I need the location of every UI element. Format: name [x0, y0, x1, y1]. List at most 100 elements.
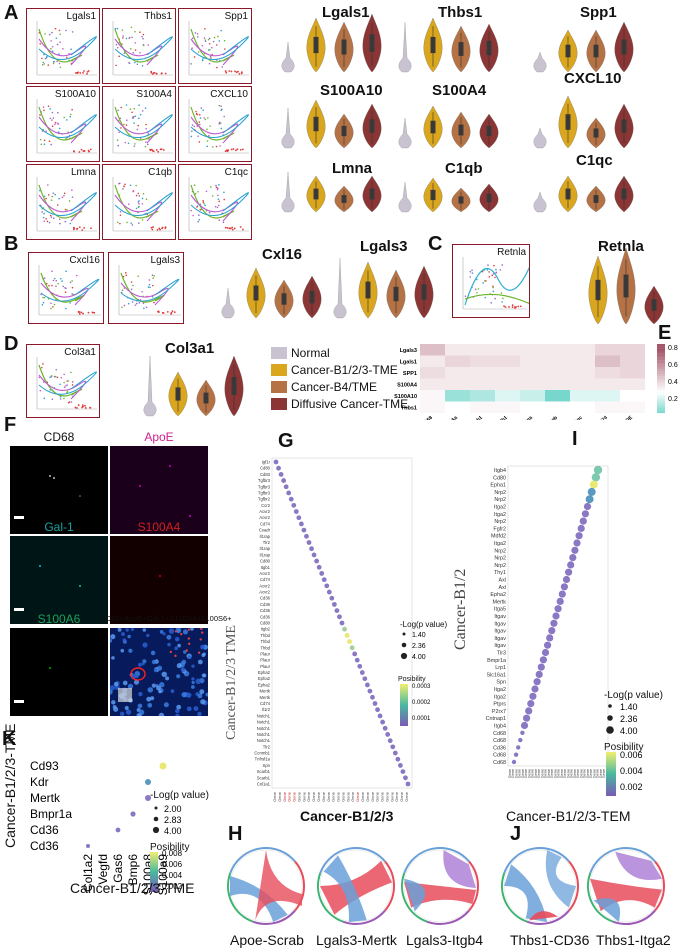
colorbar-tick: 0.2: [668, 396, 678, 403]
i-dot: [516, 745, 520, 749]
i-dot: [534, 678, 541, 685]
heatmap-cell: [495, 390, 520, 402]
k-dot: [160, 763, 167, 770]
g-dot: [370, 695, 375, 700]
g-dot: [299, 522, 304, 527]
g-size-value: 2.36: [412, 643, 426, 650]
g-row-label: Mertk: [260, 689, 271, 694]
heatmap-cell: [470, 402, 495, 414]
chord-diagram: [318, 848, 394, 924]
heatmap-col-label: H2-Aa: [444, 415, 459, 420]
panel-label-d: D: [4, 333, 18, 356]
heatmap-cell: [420, 402, 445, 414]
k-dot: [116, 828, 121, 833]
i-dot: [520, 731, 524, 735]
i-row-label: Slc16a1: [487, 672, 506, 678]
heatmap-cell: [545, 367, 570, 379]
heatmap-cell: [570, 402, 595, 414]
g-row-label: Plaur: [260, 664, 270, 669]
heatmap-col-label: APOE: [619, 415, 634, 420]
heatmap-cell: [520, 367, 545, 379]
g-row-label: Tgfbr2: [258, 497, 271, 502]
i-dot: [540, 656, 547, 663]
heatmap-cell: [470, 367, 495, 379]
legend-swatch: [271, 364, 287, 376]
heatmap-cell: [520, 356, 545, 368]
i-row-label: Itgav: [494, 614, 506, 620]
i-dot: [586, 495, 594, 503]
legend-item: Normal: [271, 346, 330, 360]
heatmap-cell: [620, 367, 645, 379]
i-row-label: Cd68: [493, 753, 506, 759]
g-row-label: Il1rap: [260, 546, 271, 551]
g-color-value: 0.0002: [412, 700, 431, 706]
i-row-label: Itgb4: [494, 468, 506, 474]
g-row-label: Scarb1: [257, 769, 271, 774]
i-row-label: Axl: [499, 585, 507, 591]
i-dot: [512, 760, 516, 764]
k-ylabel: Cancer-B1/2/3-TME: [2, 724, 18, 848]
i-dot: [576, 532, 583, 539]
heatmap-col-label: CD68: [420, 415, 434, 420]
g-row-label: Cd80: [260, 621, 271, 626]
g-row-label: Tlr2: [263, 744, 271, 749]
g-row-label: Cxadr: [259, 528, 271, 533]
heatmap-cell: [420, 379, 445, 391]
i-row-label: Itgav: [494, 621, 506, 627]
i-dot: [514, 753, 518, 757]
k-row-label: Kdr: [30, 775, 49, 789]
i-dot: [565, 569, 572, 576]
i-row-label: Itgb4: [494, 724, 506, 730]
i-dot: [542, 649, 549, 656]
heatmap-row-label: S100A4: [397, 383, 418, 389]
heatmap-cell: [620, 344, 645, 356]
g-row-label: Tgfbr3: [258, 490, 271, 495]
i-dot: [580, 518, 587, 525]
legend-swatch: [271, 398, 287, 410]
g-row-label: Acvr2: [259, 571, 270, 576]
heatmap-row-label: S100A10: [394, 394, 417, 400]
i-row-label: Itga2: [494, 541, 506, 547]
legend-label: Normal: [291, 346, 330, 360]
heatmap-cell: [570, 356, 595, 368]
g-row-label: Thbd: [260, 639, 270, 644]
g-row-label: Cd74: [260, 701, 271, 706]
i-dot: [590, 481, 598, 489]
k-size-value: 2.83: [164, 815, 182, 825]
panel-label-c: C: [428, 233, 442, 256]
heatmap-col-label: C1qa: [521, 415, 534, 420]
i-dot: [561, 583, 568, 590]
i-row-label: Itga2: [494, 512, 506, 518]
heatmap-cell: [570, 367, 595, 379]
k-row-label: Cd36: [30, 823, 59, 837]
heatmap-cell: [595, 390, 620, 402]
chord-diagram: [228, 848, 304, 924]
i-row-label: Cd36: [493, 745, 506, 751]
g-dot: [401, 769, 406, 774]
g-dot: [345, 633, 350, 638]
chord-diagram: [402, 848, 478, 924]
i-row-label: Itgav: [494, 643, 506, 649]
k-size-value: 4.00: [164, 826, 182, 836]
i-color-value: 0.004: [620, 766, 643, 776]
heatmap-col-label: CD74: [595, 415, 609, 420]
heatmap-cell: [595, 344, 620, 356]
g-row-label: Notch1: [257, 713, 271, 718]
g-dot: [347, 639, 352, 644]
g-row-label: Cd80: [260, 559, 271, 564]
g-row-label: Acvr2: [259, 515, 270, 520]
g-dot: [319, 571, 324, 576]
heatmap-row-label: Lgals1: [400, 360, 417, 366]
k-row-label: Bmpr1a: [30, 807, 72, 821]
g-row-label: Thbd: [260, 645, 270, 650]
g-row-label: Mertk: [260, 695, 271, 700]
g-row-label: Notch1: [257, 732, 271, 737]
g-row-label: Notch1: [257, 726, 271, 731]
chord-label: Thbs1-CD36: [510, 932, 589, 948]
i-row-label: Itgav: [494, 629, 506, 635]
legend-swatch: [271, 381, 287, 393]
g-dot: [388, 738, 393, 743]
heatmap-col-label: H2-Eb1: [492, 415, 509, 420]
heatmap-col-label: C1qc: [571, 415, 584, 420]
legend-item: Cancer-B4/TME: [271, 380, 377, 394]
